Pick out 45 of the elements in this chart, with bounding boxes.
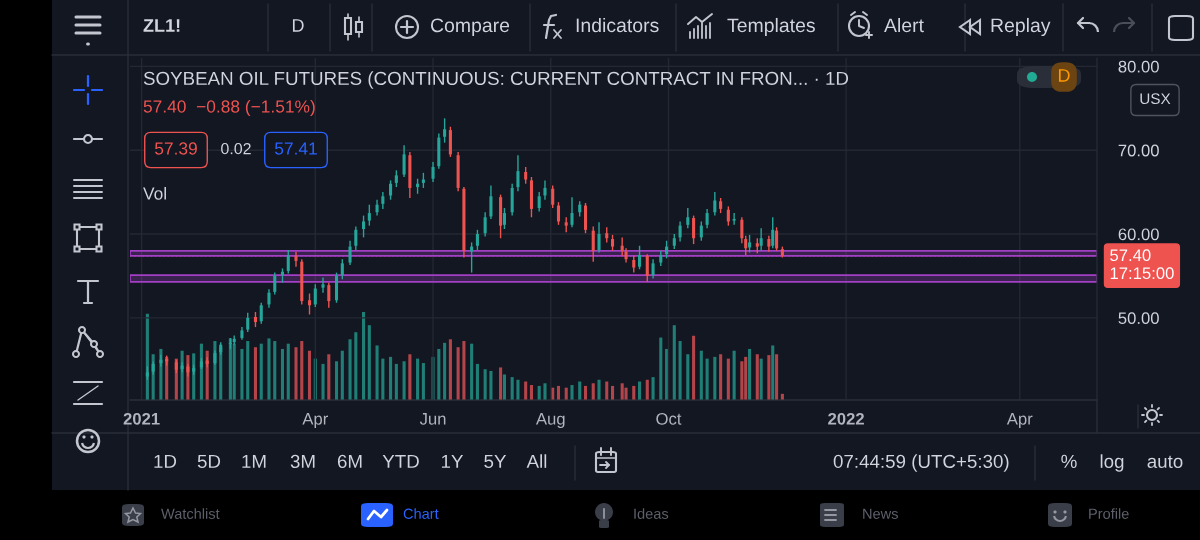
y-tick-label: 80.00	[1118, 60, 1159, 73]
text: Replay	[991, 17, 1051, 37]
x-tick-label: Apr	[1006, 413, 1033, 429]
text: 57.40 −0.88 (−1.51%)	[143, 99, 315, 117]
annotation: 0.02	[221, 142, 251, 155]
text: Ideas	[634, 508, 669, 519]
text: YTD	[382, 454, 419, 468]
text: 1D	[154, 454, 177, 468]
y-tick-label: 60.00	[1118, 228, 1159, 241]
ref-line-label: 57.40 17:15:00	[1110, 249, 1174, 280]
y-tick-label: 70.00	[1118, 144, 1159, 157]
y-tick-label: 50.00	[1118, 312, 1159, 325]
text: D	[292, 19, 304, 32]
text: 5Y	[484, 454, 507, 469]
text: 5D	[197, 454, 221, 469]
text: Indicators	[576, 17, 659, 33]
text: 1M	[242, 454, 266, 468]
x-tick-label: 2021	[123, 412, 160, 425]
text: log	[1100, 454, 1124, 472]
annotation: Vol	[143, 186, 166, 200]
text: %	[1061, 454, 1077, 468]
text: Chart	[403, 508, 439, 519]
text: 6M	[337, 454, 362, 469]
text: Alert	[884, 17, 924, 33]
text: Watchlist	[161, 508, 220, 519]
x-tick-label: Aug	[535, 413, 565, 429]
x-tick-label: Oct	[656, 412, 682, 425]
text: 1Y	[441, 454, 464, 468]
text: 07:44:59 (UTC+5:30)	[833, 454, 1009, 472]
text: All	[526, 454, 547, 468]
annotation: 57.39	[154, 142, 197, 155]
x-tick-label: 2022	[828, 412, 864, 425]
text: Compare	[430, 18, 510, 37]
annotation: D	[1058, 69, 1070, 82]
text: SOYBEAN OIL FUTURES (CONTINUOUS: CURRENT CONTRACT IN FRON... · 1D	[143, 71, 849, 89]
x-tick-label: Apr	[302, 413, 328, 429]
text: ZL1!	[143, 19, 180, 32]
x-tick-label: Jun	[419, 413, 446, 425]
annotation: 57.41	[274, 142, 317, 155]
text: Profile	[1089, 508, 1129, 519]
text: 3M	[290, 454, 315, 469]
text: auto	[1147, 455, 1183, 469]
text: Templates	[727, 17, 815, 37]
text: News	[863, 508, 898, 519]
text: USX	[1140, 93, 1171, 105]
